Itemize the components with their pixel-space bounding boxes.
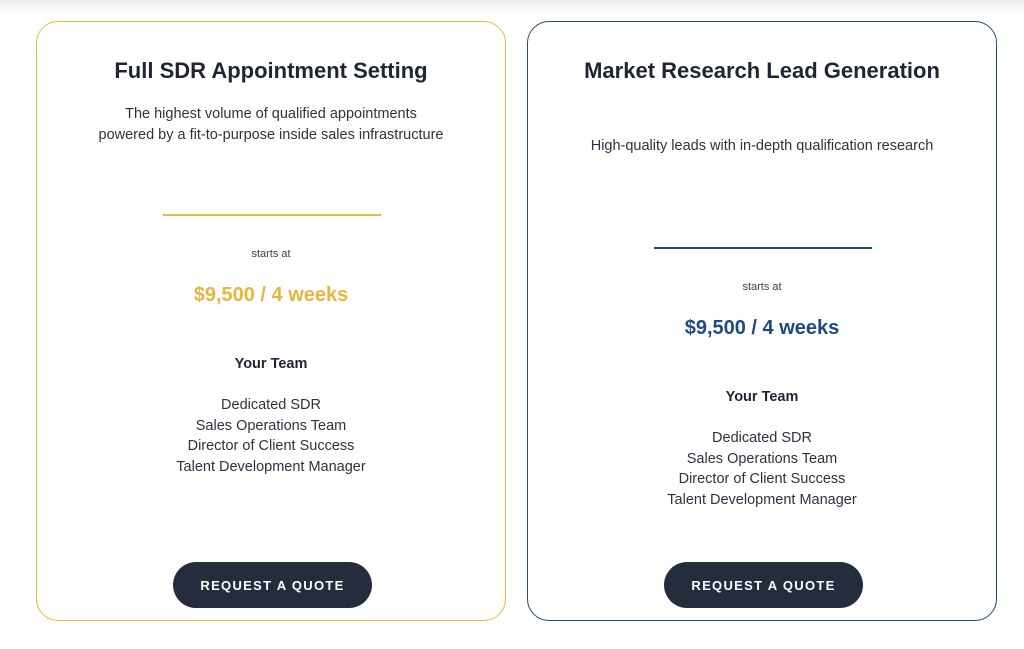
- team-member: Dedicated SDR: [712, 430, 812, 446]
- starts-at-label: starts at: [742, 281, 782, 293]
- team-member: Sales Operations Team: [686, 450, 838, 467]
- team-list: Dedicated SDR Sales Operations Team Dire…: [528, 428, 996, 510]
- team-list: Dedicated SDR Sales Operations Team Dire…: [37, 395, 505, 477]
- team-member: Dedicated SDR: [221, 397, 321, 413]
- request-quote-button[interactable]: REQUEST A QUOTE: [173, 562, 372, 608]
- accent-divider: [654, 247, 872, 249]
- team-member: Sales Operations Team: [195, 417, 347, 434]
- team-heading: Your Team: [725, 389, 799, 405]
- team-member: Talent Development Manager: [176, 458, 366, 475]
- price: $9,500 / 4 weeks: [193, 284, 349, 306]
- team-member: Talent Development Manager: [667, 491, 857, 508]
- price: $9,500 / 4 weeks: [684, 317, 840, 339]
- team-heading: Your Team: [234, 356, 308, 372]
- pricing-card-full-sdr: Full SDR Appointment Setting The highest…: [36, 21, 506, 621]
- pricing-card-market-research: Market Research Lead Generation High-qua…: [527, 21, 997, 621]
- team-member: Director of Client Success: [187, 438, 355, 454]
- team-member: Director of Client Success: [678, 471, 846, 487]
- card-title: Market Research Lead Generation: [584, 58, 940, 83]
- accent-divider: [163, 214, 381, 216]
- request-quote-button[interactable]: REQUEST A QUOTE: [664, 562, 863, 608]
- top-shadow: [0, 0, 1024, 14]
- card-description: High-quality leads with in-depth qualifi…: [590, 138, 934, 154]
- card-description: The highest volume of qualified appointm…: [98, 106, 444, 143]
- starts-at-label: starts at: [251, 248, 291, 260]
- card-title: Full SDR Appointment Setting: [114, 58, 428, 83]
